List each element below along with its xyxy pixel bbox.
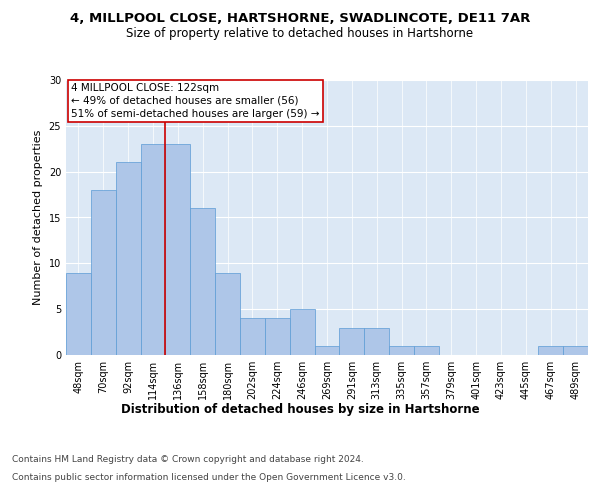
Bar bbox=[389, 346, 414, 355]
Bar bbox=[140, 144, 166, 355]
Bar bbox=[215, 272, 240, 355]
Bar bbox=[116, 162, 140, 355]
Bar bbox=[66, 272, 91, 355]
Bar bbox=[240, 318, 265, 355]
Text: Distribution of detached houses by size in Hartshorne: Distribution of detached houses by size … bbox=[121, 402, 479, 415]
Bar bbox=[563, 346, 588, 355]
Y-axis label: Number of detached properties: Number of detached properties bbox=[33, 130, 43, 305]
Bar bbox=[538, 346, 563, 355]
Bar bbox=[91, 190, 116, 355]
Text: 4 MILLPOOL CLOSE: 122sqm
← 49% of detached houses are smaller (56)
51% of semi-d: 4 MILLPOOL CLOSE: 122sqm ← 49% of detach… bbox=[71, 82, 320, 119]
Bar bbox=[166, 144, 190, 355]
Text: Size of property relative to detached houses in Hartshorne: Size of property relative to detached ho… bbox=[127, 28, 473, 40]
Bar bbox=[314, 346, 340, 355]
Bar bbox=[364, 328, 389, 355]
Bar bbox=[414, 346, 439, 355]
Text: 4, MILLPOOL CLOSE, HARTSHORNE, SWADLINCOTE, DE11 7AR: 4, MILLPOOL CLOSE, HARTSHORNE, SWADLINCO… bbox=[70, 12, 530, 26]
Bar bbox=[190, 208, 215, 355]
Bar bbox=[340, 328, 364, 355]
Bar bbox=[290, 309, 314, 355]
Text: Contains public sector information licensed under the Open Government Licence v3: Contains public sector information licen… bbox=[12, 472, 406, 482]
Text: Contains HM Land Registry data © Crown copyright and database right 2024.: Contains HM Land Registry data © Crown c… bbox=[12, 455, 364, 464]
Bar bbox=[265, 318, 290, 355]
